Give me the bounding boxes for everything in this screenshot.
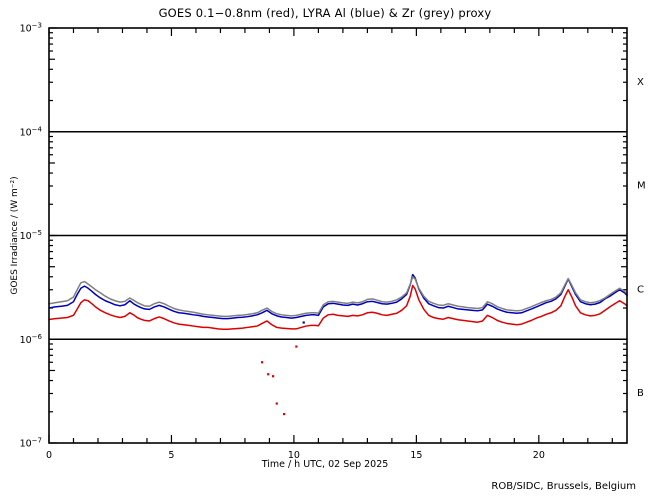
- flare-class-label-b: B: [637, 388, 644, 399]
- y-tick-label-2: 10−5: [20, 229, 42, 242]
- flare-class-label-x: X: [637, 77, 644, 88]
- series-0-dropout-point-4: [283, 412, 286, 416]
- x-tick-label-4: 20: [533, 450, 545, 461]
- x-tick-label-0: 0: [46, 450, 52, 461]
- series-0-dropout-point-0: [260, 361, 264, 364]
- y-tick-label-1: 10−6: [20, 333, 43, 346]
- x-tick-label-2: 10: [288, 450, 300, 461]
- y-tick-label-3: 10−4: [20, 125, 43, 138]
- flare-class-label-c: C: [637, 284, 644, 295]
- y-axis-label: GOES Irradiance / (W m⁻²): [10, 176, 20, 294]
- series-1-dropout-point-0: [302, 321, 305, 324]
- x-tick-label-3: 15: [410, 450, 422, 461]
- series-line-0: [48, 284, 628, 330]
- x-axis-label: Time / h UTC, 02 Sep 2025: [261, 459, 389, 470]
- series-0-dropout-point-2: [271, 375, 275, 378]
- page-title: GOES 0.1−0.8nm (red), LYRA Al (blue) & Z…: [158, 6, 492, 20]
- series-line-1: [48, 273, 628, 320]
- credit-label: ROB/SIDC, Brussels, Belgium: [491, 481, 636, 492]
- series-0-dropout-point-5: [295, 345, 298, 348]
- series-line-2: [48, 276, 628, 318]
- flare-class-label-m: M: [637, 181, 646, 192]
- x-tick-label-1: 5: [168, 450, 174, 461]
- series-0-dropout-point-1: [267, 373, 270, 376]
- y-tick-label-4: 10−3: [20, 22, 42, 35]
- series-0-dropout-point-3: [275, 402, 278, 405]
- y-tick-label-0: 10−7: [20, 437, 42, 450]
- plot-frame: [48, 27, 628, 444]
